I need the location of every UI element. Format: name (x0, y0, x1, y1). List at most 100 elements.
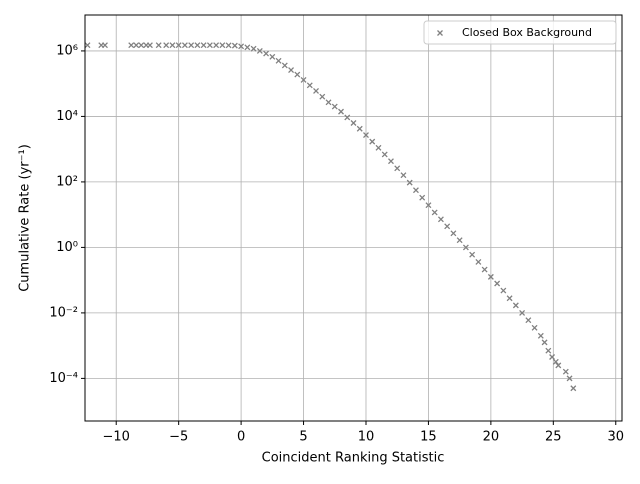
point (294, 71, 301, 78)
point (394, 165, 401, 172)
point (325, 99, 332, 106)
y-tick-label: 10⁴ (56, 109, 78, 124)
point (363, 132, 369, 138)
point (155, 42, 162, 49)
point (562, 368, 569, 375)
y-tick-label: 10⁻² (49, 305, 78, 320)
point (133, 42, 140, 49)
point (238, 43, 245, 50)
point (256, 47, 263, 54)
point (388, 158, 394, 165)
point (541, 339, 548, 346)
point (506, 295, 513, 302)
legend-marker (437, 30, 443, 36)
point (84, 42, 91, 49)
point (494, 280, 501, 287)
point (570, 385, 577, 392)
point (450, 230, 457, 237)
point (412, 187, 419, 194)
x-tick-label: 0 (237, 430, 245, 445)
point (481, 266, 488, 273)
x-tick-label: −5 (169, 430, 188, 445)
point (225, 42, 232, 49)
point (537, 332, 544, 339)
point (375, 144, 382, 151)
point (281, 62, 288, 69)
point (188, 42, 195, 49)
point (250, 45, 257, 52)
y-axis-label: Cumulative Rate (yr⁻¹) (18, 144, 33, 292)
point (244, 44, 251, 51)
x-tick-label: 10 (358, 430, 375, 445)
point (213, 42, 220, 49)
point (219, 42, 226, 49)
point (431, 209, 438, 216)
y-tick-label: 10⁶ (56, 43, 78, 58)
point (263, 50, 270, 57)
point (102, 42, 108, 49)
y-tick-label: 10⁰ (56, 240, 78, 255)
y-tick-label: 10⁻⁴ (49, 371, 78, 386)
point (500, 287, 507, 294)
point (549, 354, 556, 360)
point (344, 114, 351, 121)
plot-frame (84, 14, 623, 422)
point (356, 125, 363, 132)
point (200, 42, 207, 49)
x-tick-label: 15 (420, 430, 437, 445)
point (206, 42, 213, 49)
point (138, 42, 145, 49)
series (84, 42, 577, 392)
point (194, 42, 201, 49)
point (531, 324, 538, 331)
point (400, 172, 407, 179)
point (350, 120, 357, 126)
point (306, 82, 313, 89)
point (555, 362, 562, 369)
point (146, 42, 153, 49)
point (319, 93, 326, 100)
point (381, 151, 388, 158)
point (487, 273, 494, 280)
x-tick-label: −10 (103, 430, 130, 445)
point (175, 42, 182, 49)
point (338, 108, 344, 115)
point (425, 202, 432, 209)
point (512, 302, 519, 309)
point (369, 138, 376, 145)
point (475, 258, 482, 265)
point (406, 179, 413, 186)
x-tick-label: 25 (545, 430, 562, 445)
point (437, 216, 444, 223)
point (419, 194, 426, 201)
point (469, 251, 476, 258)
x-tick-label: 5 (299, 430, 307, 445)
point (163, 42, 170, 49)
point (288, 67, 295, 74)
point (313, 87, 319, 94)
point (566, 375, 573, 382)
point (181, 42, 188, 49)
point (269, 53, 276, 60)
point (519, 309, 526, 316)
point (444, 223, 451, 230)
x-tick-label: 30 (607, 430, 624, 445)
point (545, 347, 552, 354)
point (300, 76, 307, 83)
point (128, 42, 135, 49)
point (331, 103, 338, 110)
x-axis-label: Coincident Ranking Statistic (262, 451, 445, 466)
legend-box (423, 20, 617, 45)
legend-label: Closed Box Background (462, 26, 592, 39)
x-tick-label: 20 (483, 430, 500, 445)
point (169, 42, 176, 49)
point (462, 244, 469, 251)
point (275, 57, 282, 64)
y-tick-label: 10² (56, 174, 78, 189)
point (231, 42, 238, 49)
legend: Closed Box Background (423, 20, 617, 45)
point (552, 358, 559, 365)
